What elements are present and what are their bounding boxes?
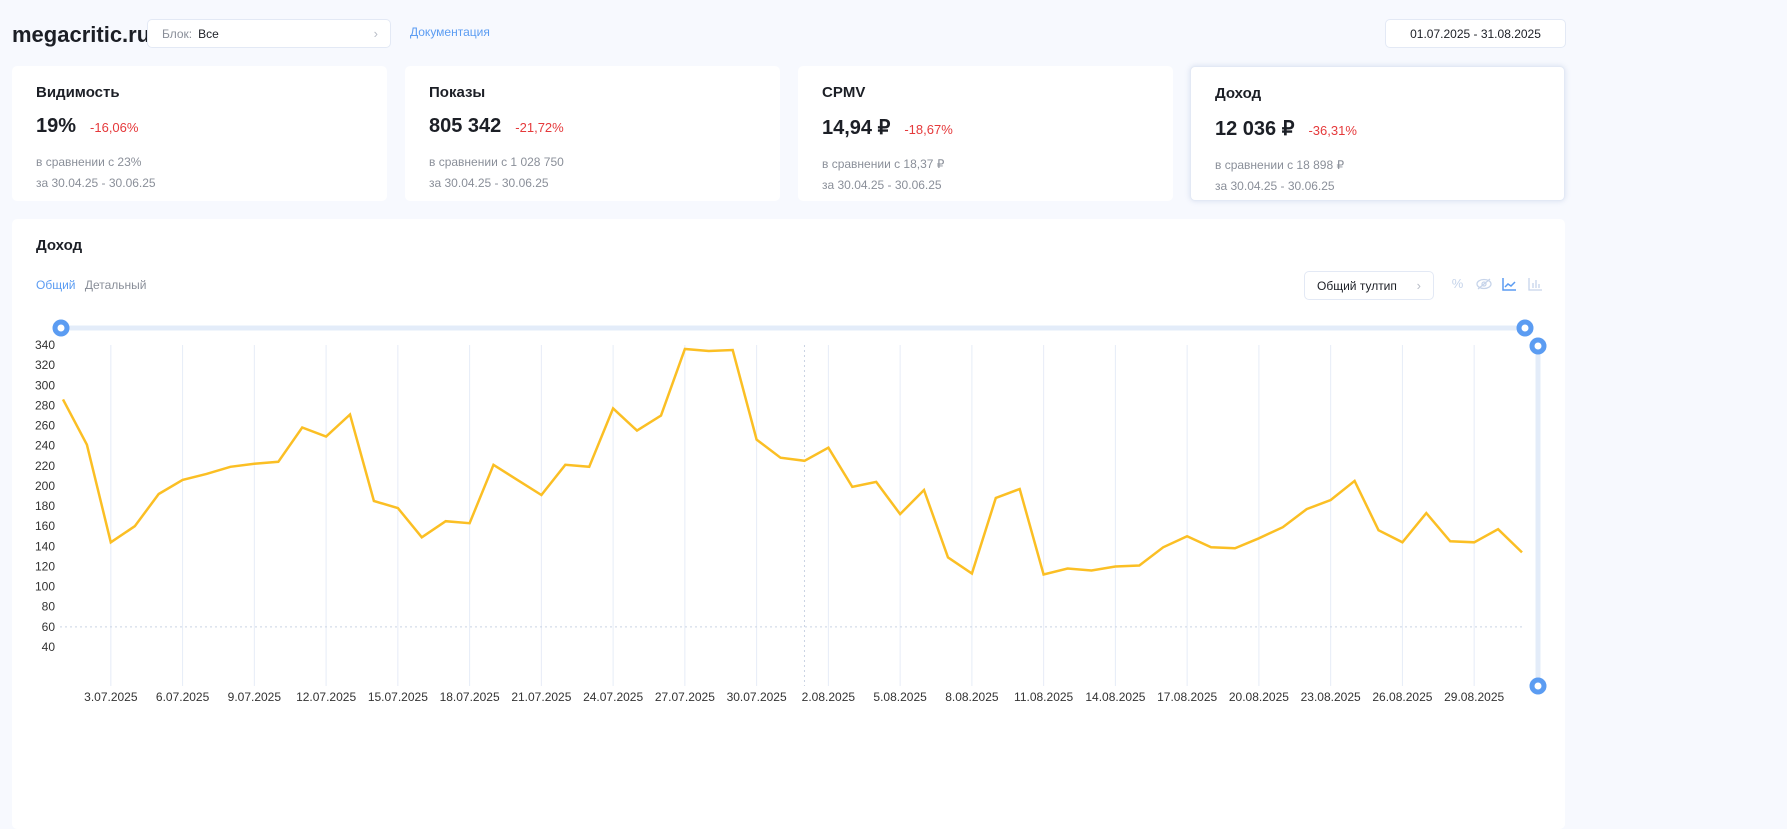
card-delta: -21,72% — [515, 120, 563, 135]
card-title: Доход — [1215, 85, 1540, 102]
card-value: 12 036 ₽ — [1215, 116, 1294, 141]
date-range-picker[interactable]: 01.07.2025 - 31.08.2025 — [1385, 19, 1566, 48]
card-delta: -16,06% — [90, 120, 138, 135]
documentation-link[interactable]: Документация — [410, 25, 490, 39]
card-delta: -36,31% — [1308, 123, 1356, 138]
tooltip-select[interactable]: Общий тултип › — [1304, 271, 1434, 300]
card-visibility[interactable]: Видимость 19% -16,06% в сравнении с 23%за… — [12, 66, 387, 201]
percent-icon[interactable]: % — [1449, 275, 1466, 292]
card-compare: в сравнении с 18 898 ₽ — [1215, 155, 1540, 176]
site-logo: megacritic.ru — [12, 22, 150, 48]
card-value: 19% — [36, 115, 76, 138]
card-period: за 30.04.25 - 30.06.25 — [36, 173, 363, 194]
eye-off-icon[interactable] — [1475, 275, 1492, 292]
chevron-right-icon: › — [374, 26, 378, 41]
card-title: Показы — [429, 84, 756, 101]
card-cpmv[interactable]: CPMV 14,94 ₽ -18,67% в сравнении с 18,37 … — [798, 66, 1173, 201]
chevron-right-icon: › — [1417, 278, 1421, 293]
panel-title: Доход — [36, 237, 82, 254]
card-revenue[interactable]: Доход 12 036 ₽ -36,31% в сравнении с 18 8… — [1190, 66, 1565, 201]
revenue-chart-panel: Доход Общий Детальный Общий тултип › % — [12, 219, 1565, 829]
block-value: Все — [198, 27, 219, 41]
tooltip-select-value: Общий тултип — [1317, 279, 1397, 293]
card-compare: в сравнении с 1 028 750 — [429, 152, 756, 173]
card-impressions[interactable]: Показы 805 342 -21,72% в сравнении с 1 02… — [405, 66, 780, 201]
tab-general[interactable]: Общий — [36, 278, 76, 292]
card-period: за 30.04.25 - 30.06.25 — [822, 175, 1149, 196]
bar-chart-icon[interactable] — [1527, 275, 1544, 292]
tab-detailed[interactable]: Детальный — [85, 278, 147, 292]
card-period: за 30.04.25 - 30.06.25 — [429, 173, 756, 194]
card-compare: в сравнении с 23% — [36, 152, 363, 173]
card-compare: в сравнении с 18,37 ₽ — [822, 154, 1149, 175]
card-title: CPMV — [822, 84, 1149, 101]
card-value: 14,94 ₽ — [822, 115, 890, 140]
card-delta: -18,67% — [904, 122, 952, 137]
block-label: Блок: — [162, 27, 192, 41]
card-value: 805 342 — [429, 115, 501, 138]
block-select[interactable]: Блок: Все › — [147, 19, 391, 48]
card-title: Видимость — [36, 84, 363, 101]
line-chart-icon[interactable] — [1501, 275, 1518, 292]
card-period: за 30.04.25 - 30.06.25 — [1215, 176, 1540, 197]
